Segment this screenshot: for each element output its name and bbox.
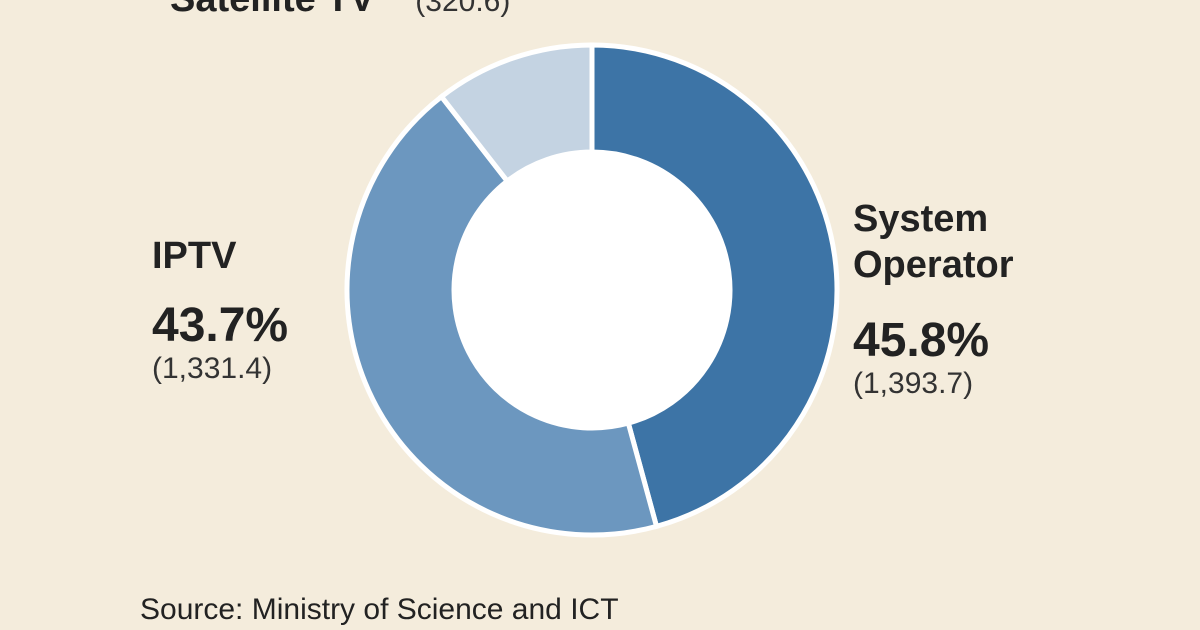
donut-hole — [454, 152, 730, 428]
slice-value-iptv: (1,331.4) — [152, 352, 273, 385]
slice-label-satellite-tv: Satellite TV — [170, 0, 375, 20]
label-iptv: IPTV 43.7% (1,331.4) — [152, 233, 288, 387]
donut-slice-system-operator — [589, 42, 840, 530]
slice-value-system-operator: (1,393.7) — [853, 367, 974, 400]
slice-percent-system-operator: 45.8% — [853, 314, 990, 367]
slice-label-system-operator: System Operator — [853, 198, 1014, 286]
chart-source: Source: Ministry of Science and ICT — [140, 593, 619, 626]
slice-label-iptv: IPTV — [152, 235, 237, 277]
slice-percent-iptv: 43.7% — [152, 299, 289, 352]
slice-value-satellite-tv: (320.6) — [415, 0, 511, 18]
label-satellite-tv: Satellite TV (320.6) — [170, 0, 510, 22]
label-system-operator: System Operator 45.8% (1,393.7) — [853, 196, 1053, 402]
